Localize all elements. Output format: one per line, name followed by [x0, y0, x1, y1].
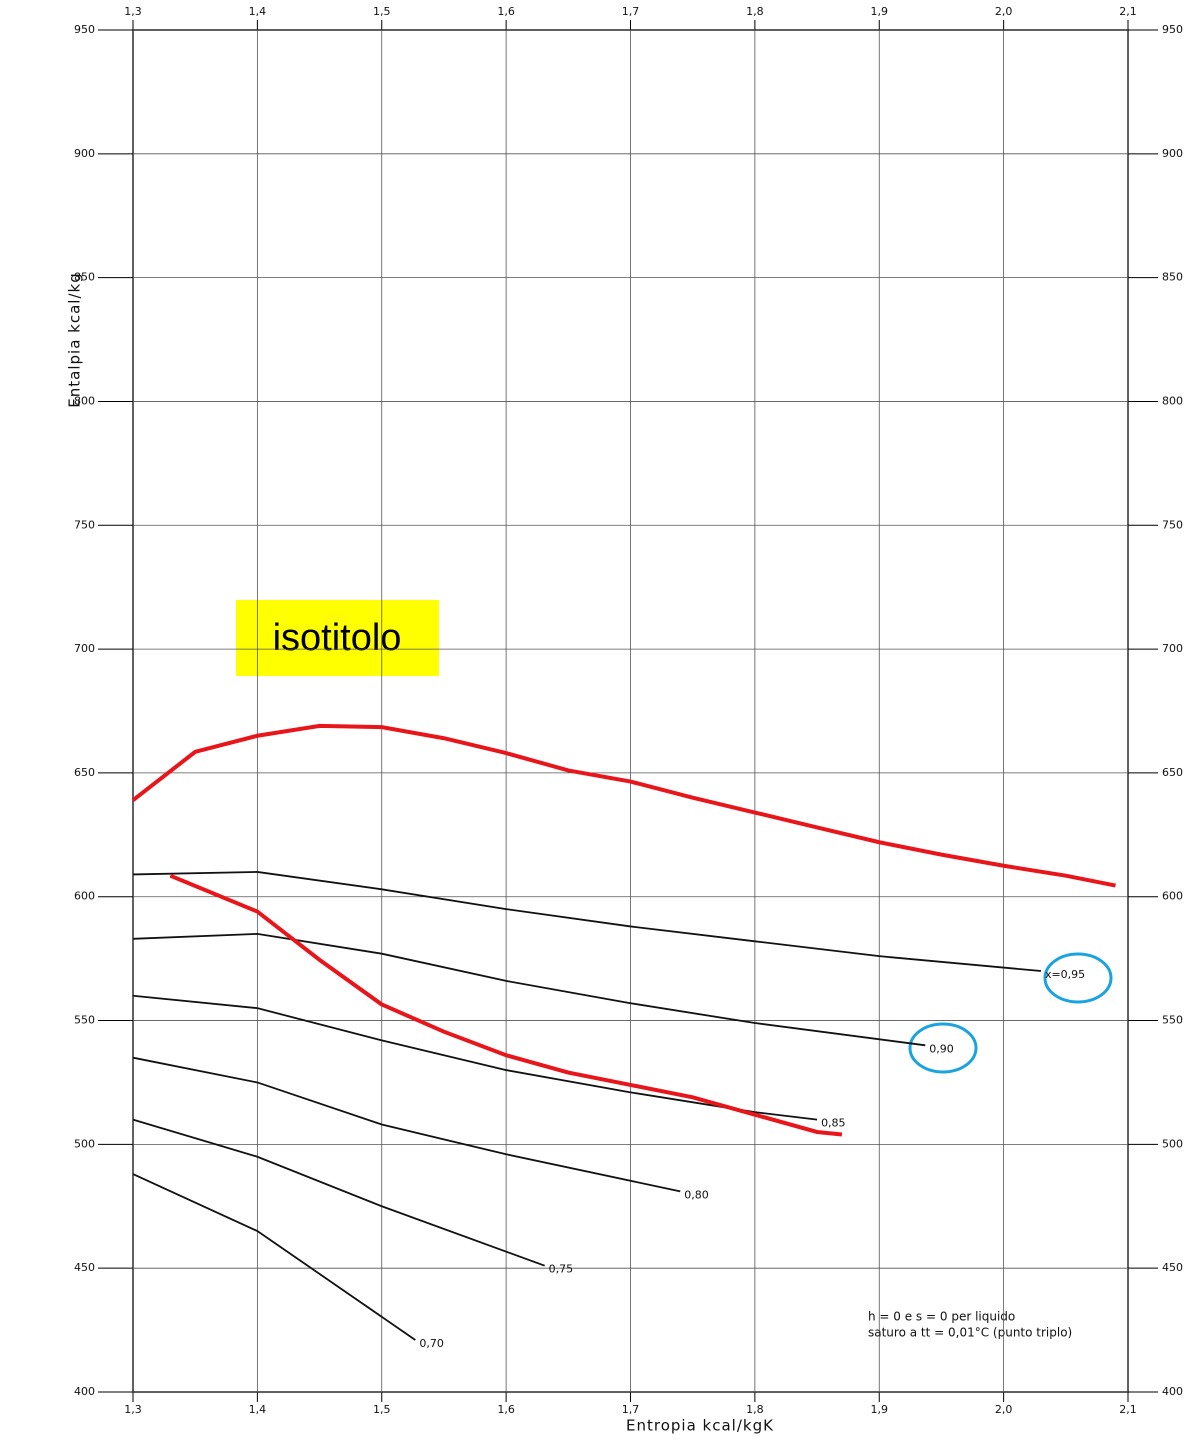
y-tick-label: 500 — [74, 1137, 95, 1150]
x-tick-label: 1,7 — [622, 5, 640, 18]
x-tick-label: 1,4 — [249, 1403, 267, 1416]
y-tick-label: 650 — [1162, 766, 1183, 779]
y-tick-label: 600 — [1162, 890, 1183, 903]
y-tick-label: 850 — [74, 271, 95, 284]
x-tick-label: 2,0 — [995, 1403, 1013, 1416]
y-tick-label: 850 — [1162, 271, 1183, 284]
chart: Entropia kcal/kgK Entalpia kcal/kg isoti… — [0, 0, 1200, 1440]
x-tick-label: 1,8 — [746, 5, 764, 18]
x-axis-title: Entropia kcal/kgK — [626, 1417, 774, 1435]
y-axis-title: Entalpia kcal/kg — [66, 272, 84, 407]
y-tick-label: 950 — [74, 23, 95, 36]
note-line: saturo a tt = 0,01°C (punto triplo) — [868, 1326, 1072, 1340]
x-tick-label: 1,7 — [622, 1403, 640, 1416]
x-tick-label: 1,5 — [373, 5, 391, 18]
series-label: 0,80 — [684, 1188, 709, 1201]
y-tick-label: 450 — [1162, 1261, 1183, 1274]
y-tick-label: 700 — [74, 642, 95, 655]
series-line — [133, 1120, 545, 1266]
series-line — [133, 996, 817, 1120]
y-tick-label: 550 — [1162, 1014, 1183, 1027]
y-tick-label: 400 — [74, 1385, 95, 1398]
x-tick-label: 2,1 — [1119, 1403, 1137, 1416]
y-tick-label: 750 — [1162, 518, 1183, 531]
y-tick-label: 900 — [74, 147, 95, 160]
series-label: 0,85 — [821, 1117, 846, 1130]
x-tick-label: 1,3 — [124, 1403, 142, 1416]
y-tick-label: 600 — [74, 890, 95, 903]
series-label: x=0,95 — [1045, 968, 1085, 981]
x-tick-label: 1,9 — [871, 5, 889, 18]
y-tick-label: 800 — [74, 394, 95, 407]
series-line — [133, 934, 925, 1045]
x-tick-label: 1,8 — [746, 1403, 764, 1416]
y-tick-label: 650 — [74, 766, 95, 779]
series-label: 0,90 — [929, 1042, 954, 1055]
y-tick-label: 400 — [1162, 1385, 1183, 1398]
x-tick-label: 1,9 — [871, 1403, 889, 1416]
series-label: 0,70 — [419, 1337, 444, 1350]
series-line — [133, 726, 1116, 886]
y-tick-label: 950 — [1162, 23, 1183, 36]
series-line — [133, 1174, 415, 1340]
y-tick-label: 800 — [1162, 394, 1183, 407]
note-line: h = 0 e s = 0 per liquido — [868, 1310, 1015, 1324]
x-tick-label: 1,4 — [249, 5, 267, 18]
y-tick-label: 700 — [1162, 642, 1183, 655]
series-label: 0,75 — [549, 1263, 574, 1276]
y-tick-label: 450 — [74, 1261, 95, 1274]
x-tick-label: 1,6 — [497, 5, 515, 18]
x-tick-label: 2,0 — [995, 5, 1013, 18]
y-tick-label: 750 — [74, 518, 95, 531]
y-tick-label: 500 — [1162, 1137, 1183, 1150]
y-tick-label: 900 — [1162, 147, 1183, 160]
x-tick-label: 1,3 — [124, 5, 142, 18]
x-tick-label: 1,6 — [497, 1403, 515, 1416]
y-tick-label: 550 — [74, 1014, 95, 1027]
x-tick-label: 2,1 — [1119, 5, 1137, 18]
x-tick-label: 1,5 — [373, 1403, 391, 1416]
